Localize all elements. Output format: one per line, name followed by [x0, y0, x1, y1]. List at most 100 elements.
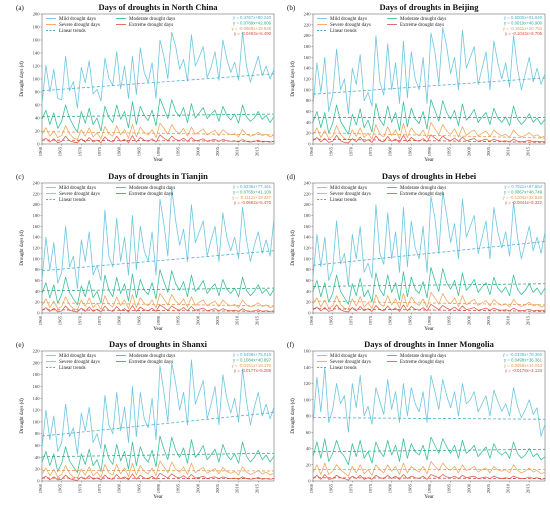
x-tick-label: 1985 — [136, 315, 141, 325]
x-axis-label: Year — [153, 326, 163, 332]
trend-equation-extreme: y = -0.1043x+8.705 — [505, 31, 543, 36]
series-line-moderate — [41, 435, 275, 474]
y-tick-label: 20 — [35, 467, 40, 472]
legend-label-moderate: Moderate drought days — [400, 186, 446, 191]
trend-equation-severe: y = -0.1611x+20.754 — [503, 26, 543, 31]
trend-line-moderate — [312, 448, 546, 453]
legend-label-mild: Mild drought days — [59, 17, 96, 22]
legend-label-severe: Severe drought days — [330, 360, 371, 365]
trend-equation-mild: y = 0.6236x+77.151 — [233, 184, 272, 189]
x-tick-label: 1970 — [348, 315, 353, 325]
series-line-severe — [41, 122, 275, 140]
x-tick-label: 2005 — [486, 483, 491, 493]
legend: Mild drought days Moderate drought days Se… — [46, 186, 175, 203]
trend-line-extreme — [41, 477, 275, 480]
x-tick-label: 1995 — [447, 146, 452, 156]
series-line-moderate — [41, 98, 275, 133]
y-tick-label: 160 — [304, 55, 312, 60]
chart-panel-6: (f) Days of droughts in Inner Mongolia 0 20… — [287, 339, 546, 500]
x-tick-label: 1965 — [329, 146, 334, 156]
trend-equation-mild: y = 0.5000x+91.640 — [504, 15, 543, 20]
y-tick-label: 20 — [35, 300, 40, 305]
trend-equation-moderate: y = 0.1084x+40.897 — [233, 357, 272, 362]
panel-label: (e) — [16, 341, 24, 349]
y-tick-label: 60 — [35, 278, 40, 283]
x-tick-label: 2015 — [525, 146, 530, 156]
chart-title: Days of droughts in Beijing — [379, 2, 479, 12]
series-line-extreme — [41, 134, 275, 144]
x-tick-label: 2015 — [254, 146, 259, 156]
y-tick-label: 180 — [33, 25, 41, 30]
y-tick-label: 200 — [33, 202, 41, 207]
legend-label-severe: Severe drought days — [330, 192, 371, 197]
legend-label-moderate: Moderate drought days — [129, 354, 175, 359]
legend-label-mild: Mild drought days — [330, 17, 367, 22]
y-tick-label: 60 — [35, 103, 40, 108]
x-tick-label: 1965 — [58, 146, 63, 156]
trend-line-extreme — [312, 308, 546, 312]
y-tick-label: 200 — [33, 360, 41, 365]
x-tick-label: 1980 — [388, 483, 393, 493]
y-tick-label: 140 — [33, 235, 41, 240]
series-line-moderate — [41, 269, 275, 306]
legend-label-severe: Severe drought days — [59, 192, 100, 197]
legend: Mild drought days Moderate drought days Se… — [317, 17, 446, 34]
chart-title: Days of droughts in Inner Mongolia — [364, 339, 495, 349]
legend-label-extreme: Extreme drought days — [129, 23, 173, 28]
y-tick-label: 120 — [33, 408, 41, 413]
legend-label-trend: Linear trends — [330, 29, 357, 34]
legend-label-extreme: Extreme drought days — [400, 23, 444, 28]
trend-equation-severe: y = 0.0058x+14.043 — [504, 363, 543, 368]
legend: Mild drought days Moderate drought days Se… — [46, 17, 175, 34]
y-tick-label: 20 — [306, 300, 311, 305]
x-tick-label: 1960 — [38, 146, 43, 156]
y-tick-label: 80 — [306, 414, 311, 419]
x-tick-label: 1985 — [136, 146, 141, 156]
y-tick-label: 80 — [35, 90, 40, 95]
trend-line-severe — [312, 132, 546, 139]
x-tick-label: 2015 — [254, 315, 259, 325]
series-line-mild — [312, 366, 546, 437]
trend-equation-extreme: y = -0.0177x+5.289 — [234, 368, 272, 373]
y-tick-label: 60 — [35, 443, 40, 448]
x-tick-label: 1975 — [97, 315, 102, 325]
legend-label-moderate: Moderate drought days — [129, 186, 175, 191]
trend-equation-extreme: y = -0.0662x+6.470 — [234, 200, 272, 205]
trend-line-moderate — [41, 113, 275, 118]
y-tick-label: 100 — [304, 256, 312, 261]
series-line-extreme — [312, 474, 546, 481]
series-line-moderate — [312, 99, 546, 135]
y-tick-label: 220 — [304, 22, 312, 27]
chart-title: Days of droughts in Shanxi — [109, 339, 208, 349]
series-line-severe — [312, 461, 546, 477]
x-tick-label: 1995 — [176, 315, 181, 325]
x-tick-label: 2010 — [235, 483, 240, 493]
x-tick-label: 1985 — [136, 483, 141, 493]
legend-label-mild: Mild drought days — [330, 354, 367, 359]
x-tick-label: 2005 — [215, 146, 220, 156]
x-tick-label: 2010 — [235, 146, 240, 156]
y-tick-label: 0 — [37, 479, 40, 484]
series-line-mild — [312, 27, 546, 115]
trend-line-extreme — [312, 477, 546, 479]
y-tick-label: 180 — [33, 213, 41, 218]
trend-line-mild — [41, 412, 275, 437]
y-tick-label: 20 — [306, 131, 311, 136]
x-tick-label: 1990 — [156, 315, 161, 325]
x-tick-label: 2000 — [195, 483, 200, 493]
y-tick-label: 160 — [33, 224, 41, 229]
x-tick-label: 2010 — [506, 146, 511, 156]
x-tick-label: 1980 — [117, 483, 122, 493]
y-tick-label: 200 — [304, 33, 312, 38]
x-axis-label: Year — [424, 326, 434, 332]
x-tick-label: 2010 — [506, 315, 511, 325]
trend-line-mild — [41, 250, 275, 272]
x-tick-label: 1990 — [156, 483, 161, 493]
y-tick-label: 240 — [304, 181, 312, 186]
y-tick-label: 80 — [306, 98, 311, 103]
y-tick-label: 240 — [33, 181, 41, 186]
chart-title: Days of droughts in North China — [98, 2, 218, 12]
trend-line-severe — [41, 131, 275, 136]
